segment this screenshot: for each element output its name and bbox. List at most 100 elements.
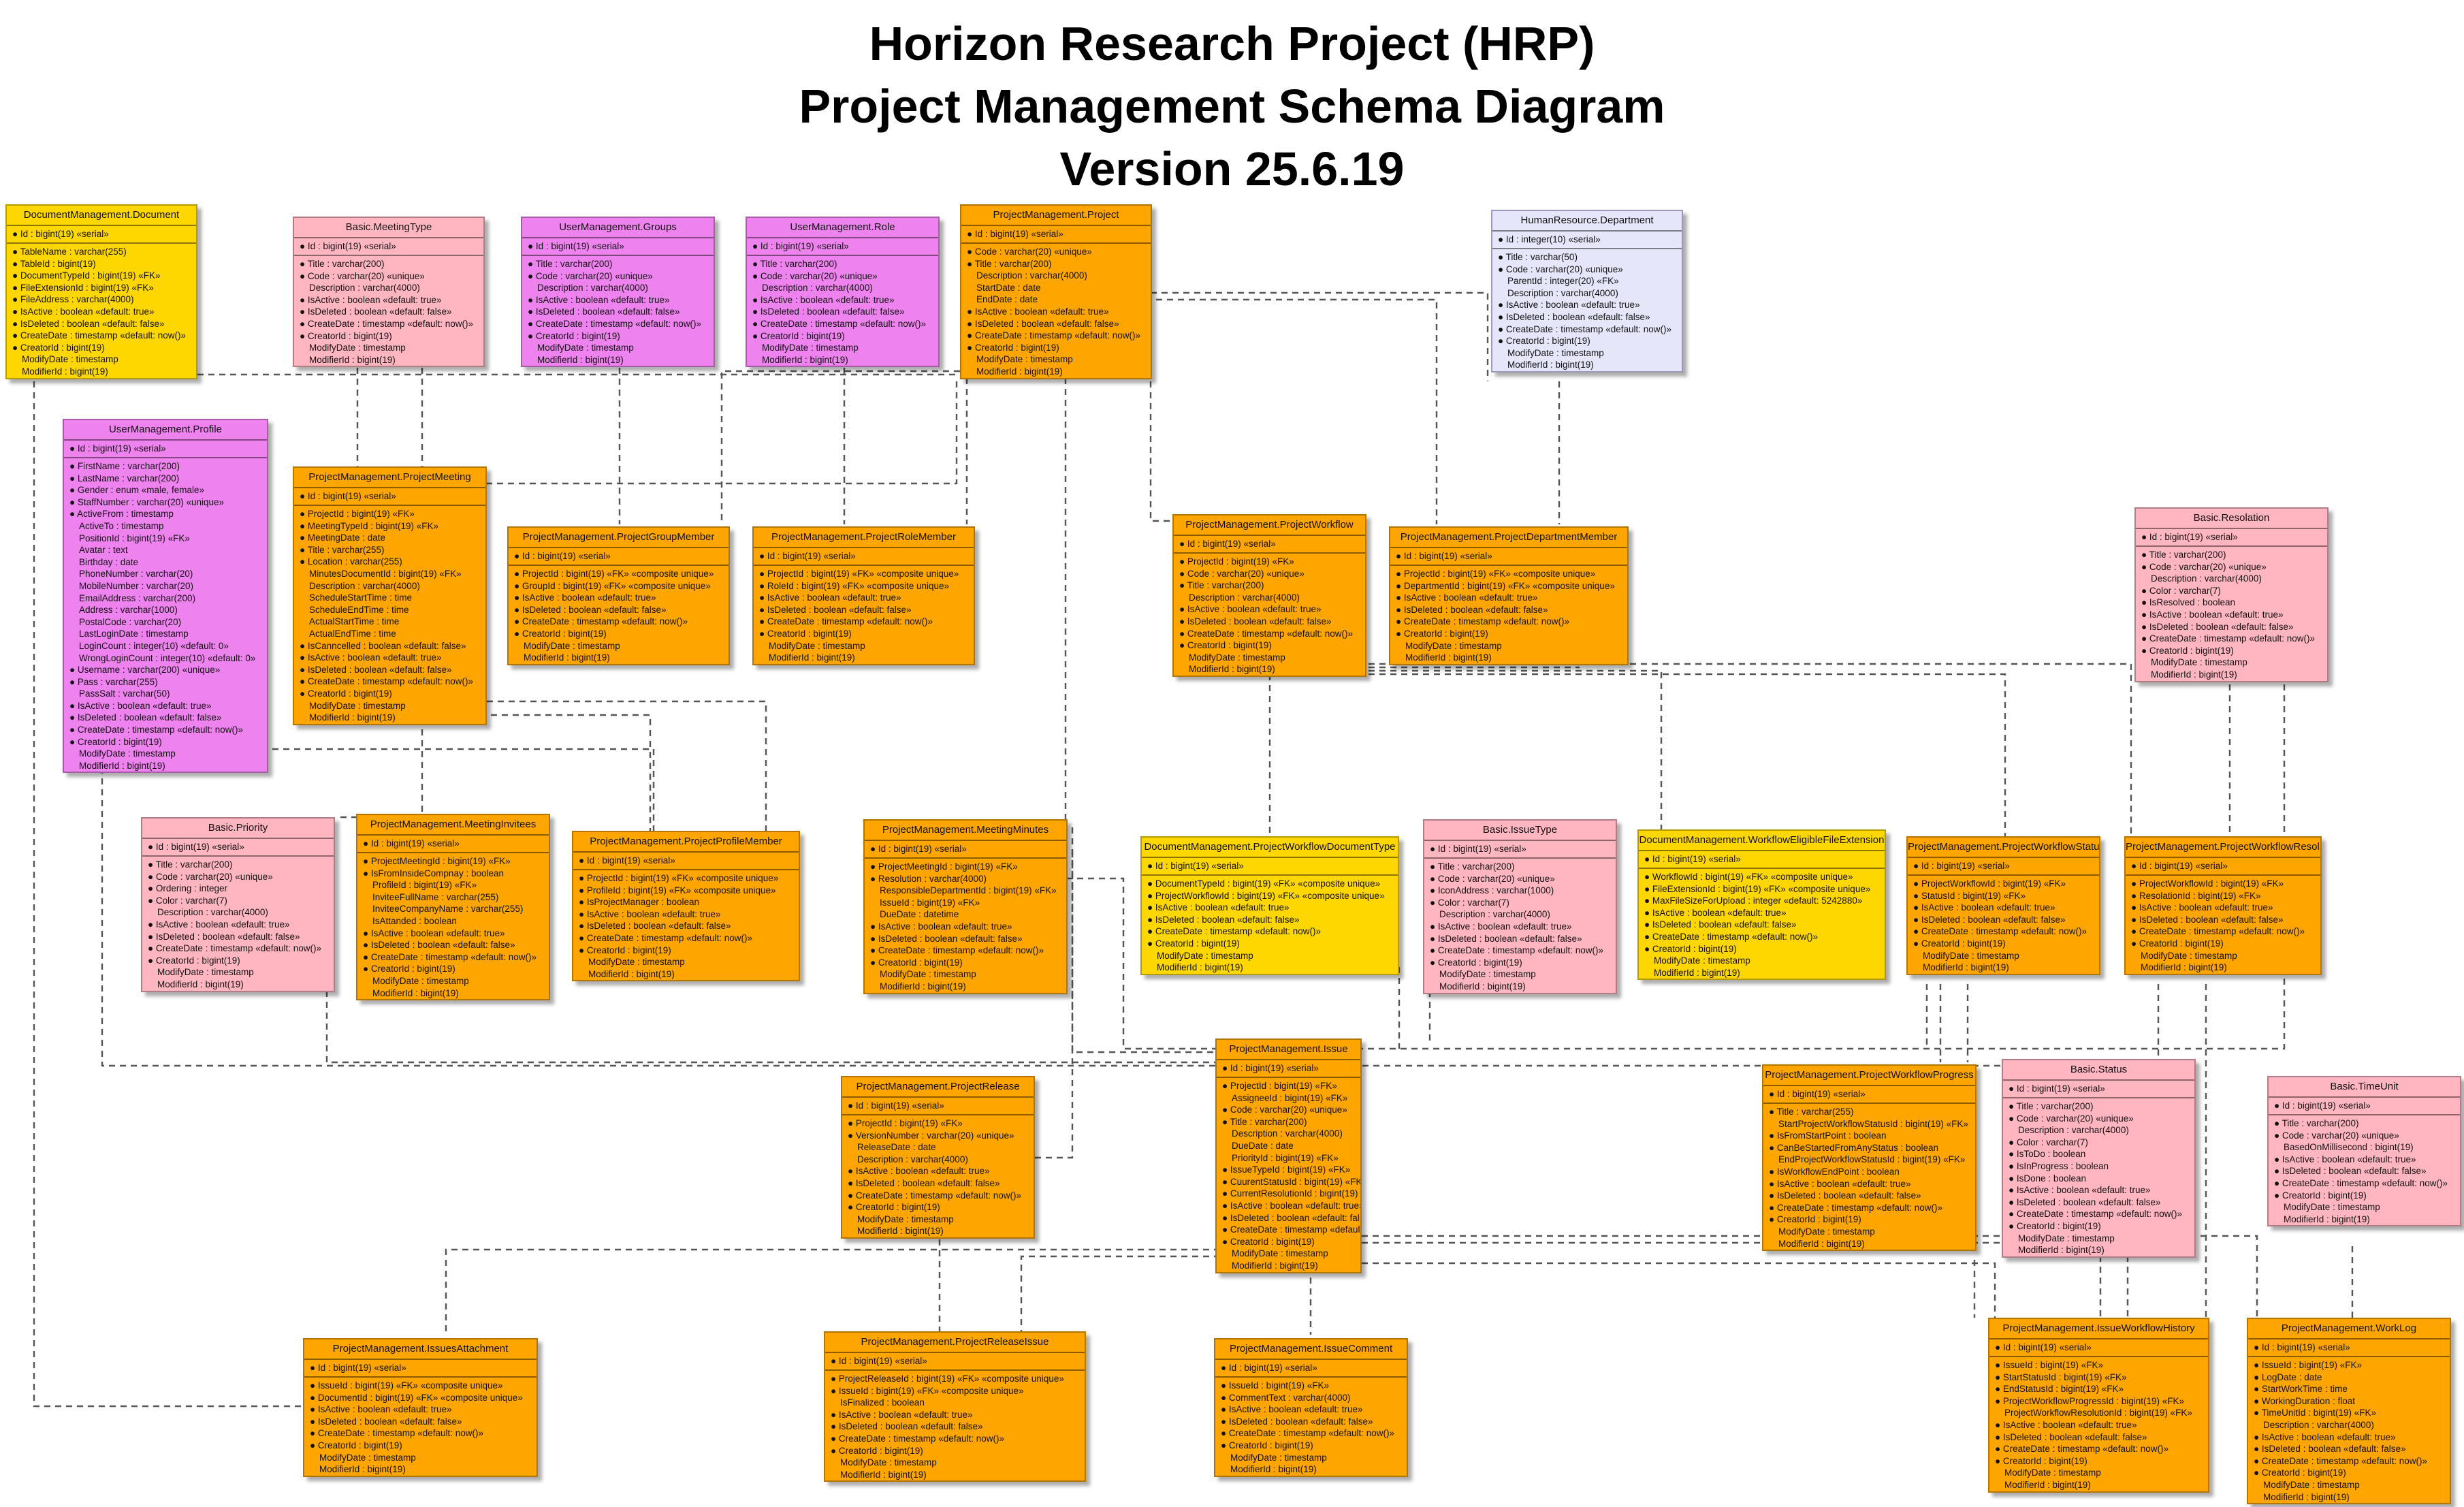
- entity-profile[interactable]: UserManagement.Profile ● Id : bigint(19) …: [63, 419, 268, 774]
- field-row: InviteeCompanyName : varchar(255): [372, 904, 524, 915]
- field-row: ModifierId : bigint(19): [1439, 981, 1526, 992]
- entity-wfhistory[interactable]: ProjectManagement.IssueWorkflowHistory ● …: [1988, 1318, 2209, 1493]
- field-row: PriorityId : bigint(19) «FK»: [1232, 1152, 1339, 1163]
- field-row: ● CreateDate : timestamp «default: now()…: [1995, 1444, 2169, 1455]
- entity-wfresolution[interactable]: ProjectManagement.ProjectWorkflowResolat…: [2124, 836, 2322, 975]
- entity-groups[interactable]: UserManagement.Groups ● Id : bigint(19) «…: [521, 217, 715, 368]
- field-row: ● CreatorId : bigint(19): [300, 330, 392, 341]
- field-row: ● CreateDate : timestamp «default: now()…: [848, 1190, 1022, 1201]
- field-row: ● CreateDate : timestamp «default: now()…: [1913, 926, 2087, 937]
- entity-comment[interactable]: ProjectManagement.IssueComment ● Id : big…: [1214, 1338, 1408, 1477]
- field-row: ActiveTo : timestamp: [79, 520, 164, 531]
- entity-attachment[interactable]: ProjectManagement.IssuesAttachment ● Id :…: [303, 1338, 538, 1477]
- field-row: ● FileExtensionId : bigint(19) «FK»: [12, 282, 154, 293]
- entity-dept[interactable]: HumanResource.Department ● Id : integer(1…: [1491, 210, 1683, 372]
- field-row: ● Code : varchar(20) «unique»: [2009, 1113, 2134, 1124]
- field-row: ● CreatorId : bigint(19): [1995, 1455, 2087, 1466]
- field-row: ● CreateDate : timestamp «default: now()…: [579, 932, 753, 943]
- field-row: WrongLoginCount : integer(10) «default: …: [79, 652, 256, 663]
- entity-profilemember[interactable]: ProjectManagement.ProjectProfileMember ● …: [572, 831, 800, 982]
- entity-releaseissue[interactable]: ProjectManagement.ProjectReleaseIssue ● I…: [824, 1331, 1086, 1482]
- entity-project[interactable]: ProjectManagement.Project ● Id : bigint(1…: [960, 204, 1152, 379]
- entity-rolemember[interactable]: ProjectManagement.ProjectRoleMember ● Id …: [752, 526, 975, 665]
- field-row: Description : varchar(4000): [1439, 909, 1550, 920]
- entity-invitees[interactable]: ProjectManagement.MeetingInvitees ● Id : …: [356, 814, 550, 1001]
- field-row: ● ProjectWorkflowId : bigint(19) «FK»: [1913, 878, 2066, 889]
- entity-name: ProjectManagement.ProjectRelease: [842, 1077, 1034, 1098]
- field-row: ScheduleEndTime : time: [309, 604, 409, 615]
- entity-name: ProjectManagement.ProjectReleaseIssue: [825, 1333, 1085, 1353]
- entity-status[interactable]: Basic.Status ● Id : bigint(19) «serial» ● …: [2002, 1059, 2196, 1258]
- entity-issue[interactable]: ProjectManagement.Issue ● Id : bigint(19)…: [1215, 1038, 1362, 1273]
- field-row: ● CreatorId : bigint(19): [752, 330, 845, 341]
- field-row: ● IsDeleted : boolean «default: false»: [1396, 604, 1548, 615]
- entity-resolution[interactable]: Basic.Resolation ● Id : bigint(19) «seria…: [2134, 507, 2329, 682]
- field-row: Birthday : date: [79, 556, 139, 567]
- field-row: ● CreatorId : bigint(19): [2131, 938, 2224, 949]
- field-row: ● IsDeleted : boolean «default: false»: [2009, 1196, 2161, 1207]
- entity-wfdoctype[interactable]: DocumentManagement.ProjectWorkflowDocume…: [1140, 836, 1399, 975]
- field-row: ● Title : varchar(200): [300, 259, 385, 269]
- field-row: ● CurrentResolutionId : bigint(19) «FK»: [1222, 1188, 1360, 1199]
- entity-worklog[interactable]: ProjectManagement.WorkLog ● Id : bigint(1…: [2247, 1318, 2451, 1505]
- entity-workflow[interactable]: ProjectManagement.ProjectWorkflow ● Id : …: [1172, 514, 1366, 677]
- entity-doc[interactable]: DocumentManagement.Document ● Id : bigint…: [5, 204, 197, 379]
- entity-wfstatus[interactable]: ProjectManagement.ProjectWorkflowStatus ●…: [1906, 836, 2100, 975]
- field-row: ● Title : varchar(255): [300, 544, 385, 555]
- field-row: StartProjectWorkflowStatusId : bigint(19…: [1778, 1118, 1968, 1129]
- entity-meetingtype[interactable]: Basic.MeetingType ● Id : bigint(19) «seri…: [293, 217, 485, 368]
- entity-wfprogress[interactable]: ProjectManagement.ProjectWorkflowProgres…: [1762, 1064, 1977, 1252]
- field-row: ● IsActive : boolean «default: true»: [300, 652, 442, 663]
- field-row: ● CreatorId : bigint(19): [1644, 943, 1737, 954]
- field-row: ● Color : varchar(7): [1430, 897, 1509, 908]
- primary-key-field: ● Id : bigint(19) «serial»: [1174, 536, 1365, 554]
- field-row: ● IsProjectManager : boolean: [579, 897, 700, 908]
- field-row: ● CreateDate : timestamp «default: now()…: [1498, 323, 1672, 334]
- entity-name: Basic.IssueType: [1424, 821, 1616, 841]
- field-row: ● ProjectId : bigint(19) «FK» «composite…: [1396, 569, 1596, 579]
- field-row: ● IsActive : boolean «default: true»: [300, 294, 442, 305]
- field-row: ● CreateDate : timestamp «default: now()…: [310, 1428, 484, 1439]
- entity-meeting[interactable]: ProjectManagement.ProjectMeeting ● Id : b…: [293, 466, 487, 725]
- field-row: ModifyDate : timestamp: [1778, 1226, 1875, 1237]
- field-row: ● IsActive : boolean «default: true»: [759, 592, 901, 603]
- field-row: ModifyDate : timestamp: [1232, 1248, 1328, 1259]
- field-row: ● CreatorId : bigint(19): [1913, 938, 2006, 949]
- field-row: ● CreatorId : bigint(19): [12, 342, 105, 353]
- entity-role[interactable]: UserManagement.Role ● Id : bigint(19) «se…: [746, 217, 940, 368]
- field-row: ● IssueId : bigint(19) «FK»: [1221, 1380, 1329, 1391]
- field-row: ● ResolationId : bigint(19) «FK»: [2131, 890, 2261, 901]
- title-line-1: Horizon Research Project (HRP): [869, 17, 1595, 70]
- field-list: ● ProjectMeetingId : bigint(19) «FK» ● Re…: [865, 859, 1066, 993]
- field-row: ● IsDeleted : boolean «default: false»: [1179, 616, 1332, 626]
- entity-wfeligible[interactable]: DocumentManagement.WorkflowEligibleFileE…: [1637, 829, 1886, 981]
- field-row: ModifyDate : timestamp: [372, 975, 469, 986]
- entity-groupmember[interactable]: ProjectManagement.ProjectGroupMember ● Id…: [507, 526, 730, 665]
- field-row: Description : varchar(4000): [976, 270, 1087, 281]
- entity-issuetype[interactable]: Basic.IssueType ● Id : bigint(19) «serial…: [1423, 819, 1617, 994]
- field-row: ● GroupId : bigint(19) «FK» «composite u…: [514, 580, 711, 591]
- field-row: ● IsActive : boolean «default: true»: [1644, 907, 1787, 918]
- field-row: ● CreatorId : bigint(19): [2254, 1468, 2346, 1478]
- field-row: ● ProjectWorkflowId : bigint(19) «FK» «c…: [1147, 890, 1385, 901]
- field-row: PositionId : bigint(19) «FK»: [79, 533, 190, 543]
- field-row: ● IsActive : boolean «default: true»: [310, 1404, 452, 1415]
- field-row: ProjectWorkflowResolutionId : bigint(19)…: [2004, 1408, 2192, 1418]
- entity-minutes[interactable]: ProjectManagement.MeetingMinutes ● Id : b…: [863, 819, 1068, 994]
- field-row: ● RoleId : bigint(19) «FK» «composite un…: [759, 580, 950, 591]
- field-row: ● CreateDate : timestamp «default: now()…: [1147, 926, 1322, 937]
- entity-timeunit[interactable]: Basic.TimeUnit ● Id : bigint(19) «serial»…: [2267, 1076, 2461, 1227]
- field-list: ● DocumentTypeId : bigint(19) «FK» «comp…: [1142, 876, 1398, 974]
- relationship-line: [1369, 669, 1663, 831]
- field-row: ModifyDate : timestamp: [2018, 1233, 2115, 1243]
- entity-priority[interactable]: Basic.Priority ● Id : bigint(19) «serial»…: [141, 817, 335, 992]
- field-row: ModifyDate : timestamp: [319, 1452, 416, 1463]
- primary-key-field: ● Id : bigint(19) «serial»: [961, 226, 1151, 244]
- entity-deptmember[interactable]: ProjectManagement.ProjectDepartmentMembe…: [1389, 526, 1629, 665]
- field-row: ● MeetingTypeId : bigint(19) «FK»: [300, 520, 439, 531]
- field-row: ● Code : varchar(20) «unique»: [148, 871, 273, 882]
- primary-key-field: ● Id : bigint(19) «serial»: [294, 488, 485, 506]
- field-row: ● Title : varchar(200): [752, 259, 837, 269]
- field-row: Description : varchar(4000): [857, 1154, 968, 1164]
- entity-release[interactable]: ProjectManagement.ProjectRelease ● Id : b…: [841, 1076, 1035, 1239]
